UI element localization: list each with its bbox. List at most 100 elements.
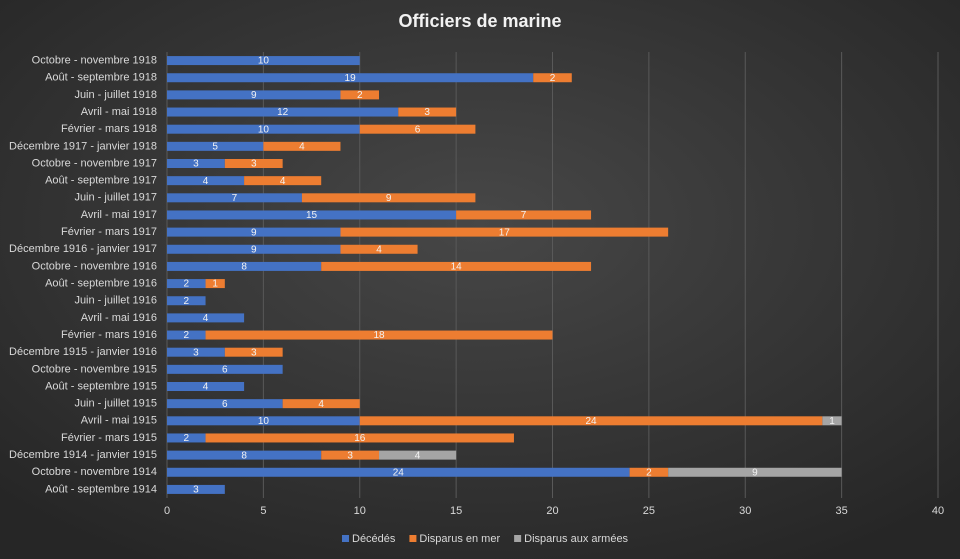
value-label: 3 bbox=[193, 485, 199, 496]
bar bbox=[167, 227, 341, 237]
value-label: 4 bbox=[280, 176, 286, 187]
bar bbox=[244, 176, 322, 186]
y-tick-label: Décembre 1915 - janvier 1916 bbox=[9, 346, 157, 358]
value-label: 3 bbox=[424, 107, 430, 118]
y-tick-label: Octobre - novembre 1915 bbox=[32, 363, 157, 375]
value-label: 12 bbox=[277, 107, 289, 118]
value-label: 8 bbox=[241, 262, 247, 273]
value-label: 3 bbox=[193, 159, 199, 170]
value-label: 4 bbox=[376, 244, 382, 255]
value-label: 3 bbox=[347, 450, 353, 461]
value-label: 4 bbox=[299, 141, 305, 152]
bar bbox=[263, 141, 341, 151]
y-tick-label: Avril - mai 1917 bbox=[81, 209, 157, 221]
bar bbox=[167, 416, 360, 426]
bar bbox=[224, 347, 283, 357]
value-label: 8 bbox=[241, 450, 247, 461]
value-label: 7 bbox=[232, 193, 238, 204]
value-label: 2 bbox=[646, 467, 652, 478]
x-tick-label: 10 bbox=[354, 505, 366, 517]
y-tick-label: Août - septembre 1915 bbox=[45, 380, 157, 392]
value-label: 7 bbox=[521, 210, 527, 221]
bar bbox=[167, 73, 534, 83]
value-label: 18 bbox=[373, 330, 385, 341]
bar bbox=[359, 124, 476, 134]
bar bbox=[167, 124, 360, 134]
bar bbox=[205, 330, 553, 340]
bar bbox=[167, 176, 245, 186]
y-tick-label: Juin - juillet 1918 bbox=[74, 89, 157, 101]
value-label: 4 bbox=[203, 382, 209, 393]
value-label: 2 bbox=[183, 330, 189, 341]
y-tick-label: Avril - mai 1915 bbox=[81, 415, 157, 427]
value-label: 4 bbox=[318, 399, 324, 410]
value-label: 9 bbox=[251, 90, 257, 101]
bar bbox=[167, 210, 457, 220]
y-tick-label: Décembre 1917 - janvier 1918 bbox=[9, 140, 157, 152]
bar bbox=[301, 193, 476, 203]
bar bbox=[167, 107, 399, 117]
value-label: 5 bbox=[212, 141, 218, 152]
y-tick-label: Avril - mai 1918 bbox=[81, 106, 157, 118]
bar bbox=[167, 244, 341, 254]
bar bbox=[398, 107, 457, 117]
value-label: 24 bbox=[585, 416, 597, 427]
legend-swatch bbox=[342, 535, 349, 542]
y-tick-label: Décembre 1914 - janvier 1915 bbox=[9, 449, 157, 461]
value-label: 9 bbox=[251, 227, 257, 238]
value-label: 15 bbox=[306, 210, 318, 221]
value-label: 9 bbox=[752, 467, 758, 478]
value-label: 3 bbox=[251, 347, 257, 358]
x-tick-label: 15 bbox=[450, 505, 462, 517]
value-label: 10 bbox=[258, 124, 270, 135]
bar bbox=[167, 399, 283, 409]
value-label: 10 bbox=[258, 56, 270, 67]
bar bbox=[167, 56, 360, 66]
value-label: 1 bbox=[829, 416, 835, 427]
value-label: 2 bbox=[550, 73, 556, 84]
legend-swatch bbox=[409, 535, 417, 542]
bar bbox=[205, 433, 514, 443]
bar bbox=[167, 347, 225, 357]
x-tick-label: 20 bbox=[546, 505, 558, 517]
x-tick-label: 35 bbox=[836, 505, 848, 517]
bar bbox=[167, 90, 341, 100]
bar bbox=[224, 159, 283, 168]
value-label: 6 bbox=[415, 124, 421, 135]
value-label: 4 bbox=[415, 450, 421, 461]
bar bbox=[629, 467, 669, 477]
chart-title: Officiers de marine bbox=[398, 11, 561, 31]
bar bbox=[167, 193, 302, 203]
x-tick-label: 30 bbox=[739, 505, 751, 517]
y-tick-label: Avril - mai 1916 bbox=[81, 312, 157, 324]
value-label: 3 bbox=[251, 159, 257, 170]
x-tick-label: 40 bbox=[932, 505, 944, 517]
y-tick-label: Juin - juillet 1915 bbox=[74, 398, 157, 410]
value-label: 24 bbox=[393, 467, 405, 478]
bar bbox=[167, 433, 206, 443]
bar bbox=[379, 450, 457, 460]
value-label: 1 bbox=[212, 279, 218, 290]
x-tick-label: 5 bbox=[260, 505, 266, 517]
bar bbox=[167, 364, 283, 374]
bar bbox=[822, 416, 842, 426]
y-tick-label: Février - mars 1915 bbox=[61, 432, 157, 444]
bar bbox=[282, 399, 360, 409]
bar bbox=[668, 467, 842, 477]
bar bbox=[167, 467, 630, 477]
legend-label: Disparus en mer bbox=[419, 533, 500, 545]
x-tick-label: 25 bbox=[643, 505, 655, 517]
value-label: 10 bbox=[258, 416, 270, 427]
bar bbox=[321, 450, 380, 460]
value-label: 2 bbox=[357, 90, 363, 101]
y-tick-label: Octobre - novembre 1918 bbox=[32, 54, 157, 66]
legend-label: Disparus aux armées bbox=[524, 533, 628, 545]
value-label: 9 bbox=[251, 244, 257, 255]
y-tick-label: Août - septembre 1916 bbox=[45, 277, 157, 289]
y-tick-label: Décembre 1916 - janvier 1917 bbox=[9, 243, 157, 255]
y-tick-label: Juin - juillet 1916 bbox=[74, 295, 157, 307]
value-label: 9 bbox=[386, 193, 392, 204]
bar bbox=[167, 450, 322, 460]
y-tick-label: Août - septembre 1917 bbox=[45, 175, 157, 187]
bar bbox=[167, 313, 245, 323]
